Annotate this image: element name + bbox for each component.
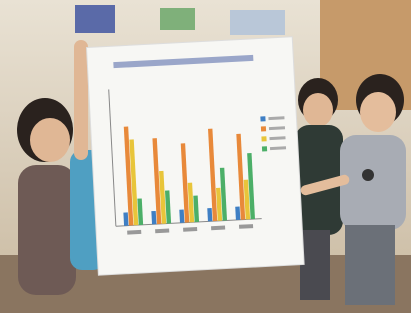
bar bbox=[151, 211, 156, 224]
child-face bbox=[303, 93, 333, 127]
poster bbox=[160, 8, 195, 30]
x-tick-scribble bbox=[239, 224, 253, 229]
child-face bbox=[30, 118, 70, 162]
child-body bbox=[18, 165, 76, 295]
board bbox=[86, 37, 304, 275]
child-body bbox=[340, 135, 406, 230]
child-arm bbox=[74, 40, 88, 160]
child-legs bbox=[300, 230, 330, 300]
x-tick-scribble bbox=[155, 228, 169, 233]
shirt-print bbox=[362, 169, 374, 181]
legend-swatch bbox=[260, 116, 265, 121]
x-tick-scribble bbox=[211, 226, 225, 231]
board-sheet bbox=[86, 37, 304, 275]
x-tick-scribble bbox=[183, 227, 197, 232]
child-legs bbox=[345, 225, 395, 305]
legend-swatch bbox=[262, 146, 267, 151]
legend-swatch bbox=[261, 126, 266, 131]
x-tick-scribble bbox=[127, 230, 141, 235]
bar bbox=[235, 207, 240, 220]
poster bbox=[75, 5, 115, 33]
bar bbox=[123, 212, 128, 225]
bar bbox=[179, 209, 184, 222]
child-face bbox=[360, 92, 396, 132]
poster bbox=[230, 10, 285, 35]
legend-swatch bbox=[261, 136, 266, 141]
bar bbox=[207, 208, 212, 221]
photo bbox=[0, 0, 411, 313]
